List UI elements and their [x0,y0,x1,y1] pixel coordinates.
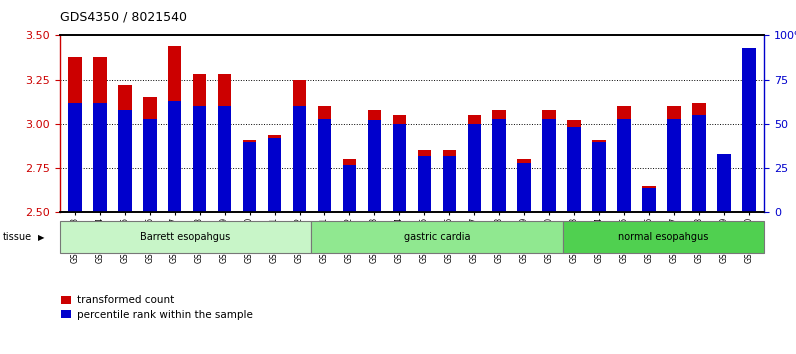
Bar [318,119,331,212]
Bar [168,46,181,212]
Bar [217,106,232,212]
Bar [118,110,131,212]
Bar [563,221,764,253]
Bar [667,106,681,212]
Bar [493,110,506,212]
Bar [618,106,631,212]
Bar [392,124,406,212]
Bar [311,221,563,253]
Legend: transformed count, percentile rank within the sample: transformed count, percentile rank withi… [61,296,252,320]
Text: gastric cardia: gastric cardia [404,232,470,242]
Bar [118,85,131,212]
Bar [717,154,731,212]
Bar [193,74,206,212]
Bar [68,103,81,212]
Bar [542,119,556,212]
Bar [267,135,282,212]
Bar [342,165,357,212]
Bar [368,110,381,212]
Bar [517,163,531,212]
Bar [443,150,456,212]
Bar [368,120,381,212]
Bar [267,138,282,212]
Bar [392,115,406,212]
Bar [93,103,107,212]
Bar [342,159,357,212]
Text: GDS4350 / 8021540: GDS4350 / 8021540 [60,11,187,24]
Bar [443,156,456,212]
Bar [693,103,706,212]
Bar [293,106,306,212]
Bar [693,115,706,212]
Bar [60,221,311,253]
Text: ▶: ▶ [38,233,45,242]
Bar [467,115,482,212]
Bar [592,140,607,212]
Text: Barrett esopahgus: Barrett esopahgus [140,232,231,242]
Bar [318,106,331,212]
Bar [193,106,206,212]
Bar [68,57,81,212]
Bar [493,119,506,212]
Bar [142,119,157,212]
Bar [743,48,756,212]
Text: normal esopahgus: normal esopahgus [618,232,708,242]
Bar [743,60,756,212]
Bar [418,156,431,212]
Bar [618,119,631,212]
Bar [642,188,656,212]
Bar [142,97,157,212]
Bar [93,57,107,212]
Bar [243,142,256,212]
Bar [568,127,581,212]
Bar [542,110,556,212]
Bar [717,154,731,212]
Bar [642,186,656,212]
Bar [418,150,431,212]
Bar [592,142,607,212]
Bar [243,140,256,212]
Bar [568,120,581,212]
Bar [517,159,531,212]
Bar [217,74,232,212]
Bar [168,101,181,212]
Text: tissue: tissue [2,232,32,242]
Bar [293,80,306,212]
Bar [667,119,681,212]
Bar [467,124,482,212]
